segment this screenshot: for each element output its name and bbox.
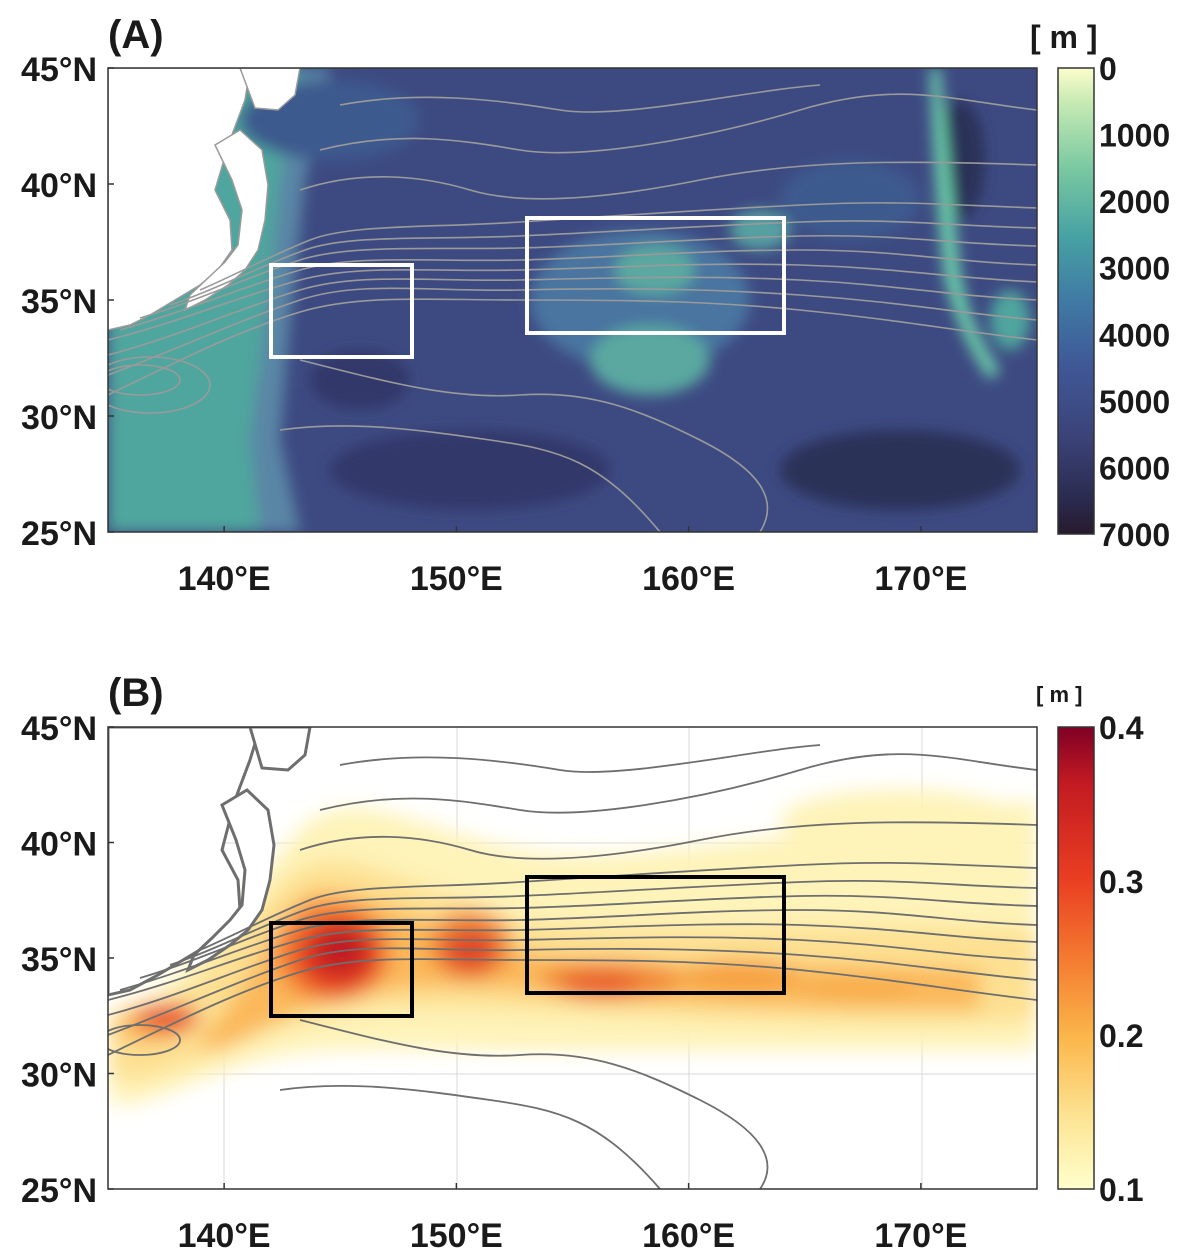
colorbar-a: [1057, 67, 1095, 535]
colorbar-b-unit: [ m ]: [1036, 682, 1082, 707]
lon-ticks-b: 140°E 150°E 160°E 170°E: [178, 1183, 967, 1250]
lat-tick-label: 40°N: [21, 167, 97, 205]
colorbar-b-tick: 0.3: [1099, 864, 1143, 900]
lat-tick-label: 25°N: [21, 515, 97, 553]
colorbar-b: [1057, 726, 1095, 1190]
japan-landmass-honshu: [183, 129, 269, 312]
lon-tick-label: 150°E: [410, 1217, 503, 1250]
panel-b-map: [108, 727, 1037, 1189]
lon-tick-label: 170°E: [874, 1217, 967, 1250]
colorbar-b-ticks: 0.4 0.3 0.2 0.1: [1099, 710, 1144, 1208]
colorbar-a-tick: 0: [1099, 51, 1117, 87]
colorbar-a-tick: 6000: [1099, 450, 1170, 486]
lon-tick-label: 140°E: [178, 560, 271, 598]
colorbar-b-tick: 0.4: [1099, 710, 1144, 746]
lat-tick-label: 30°N: [21, 399, 97, 437]
colorbar-b-tick: 0.2: [1099, 1018, 1143, 1054]
lon-tick-label: 140°E: [178, 1217, 271, 1250]
region-box-2-b: [525, 875, 786, 995]
lat-tick-label: 30°N: [21, 1057, 97, 1095]
lon-tick-label: 170°E: [874, 560, 967, 598]
lat-ticks-a: 45°N 40°N 35°N 30°N 25°N: [21, 51, 114, 553]
lat-tick-label: 35°N: [21, 283, 97, 321]
panel-b-label: (B): [108, 671, 164, 715]
ssh-variability-field: [108, 790, 1037, 1105]
panel-b: (B): [21, 671, 1144, 1250]
region-box-1: [269, 263, 414, 359]
lon-tick-label: 160°E: [642, 560, 735, 598]
colorbar-a-tick: 4000: [1099, 317, 1170, 353]
lat-tick-label: 25°N: [21, 1172, 97, 1210]
lat-ticks-b: 45°N 40°N 35°N 30°N 25°N: [21, 710, 114, 1210]
colorbar-a-tick: 1000: [1099, 118, 1170, 154]
lon-tick-label: 150°E: [410, 560, 503, 598]
colorbar-a-unit: [ m ]: [1030, 19, 1098, 55]
lat-tick-label: 45°N: [21, 51, 97, 89]
colorbar-b-tick: 0.1: [1099, 1172, 1143, 1208]
colorbar-a-tick: 3000: [1099, 251, 1170, 287]
colorbar-a-tick: 2000: [1099, 184, 1170, 220]
colorbar-a-tick: 7000: [1099, 517, 1170, 553]
japan-landmass: [108, 68, 251, 331]
panel-a-map: [108, 68, 1037, 532]
lat-tick-label: 45°N: [21, 710, 97, 748]
panel-a: (A): [21, 13, 1170, 598]
colorbar-a-ticks: 0 1000 2000 3000 4000 5000 6000 7000: [1099, 51, 1170, 553]
panel-a-label: (A): [108, 13, 164, 57]
colorbar-a-tick: 5000: [1099, 384, 1170, 420]
lat-tick-label: 35°N: [21, 941, 97, 979]
region-box-1-b: [269, 921, 414, 1018]
region-box-2: [525, 216, 786, 335]
lon-tick-label: 160°E: [642, 1217, 735, 1250]
lat-tick-label: 40°N: [21, 826, 97, 864]
lon-ticks-a: 140°E 150°E 160°E 170°E: [178, 526, 967, 598]
